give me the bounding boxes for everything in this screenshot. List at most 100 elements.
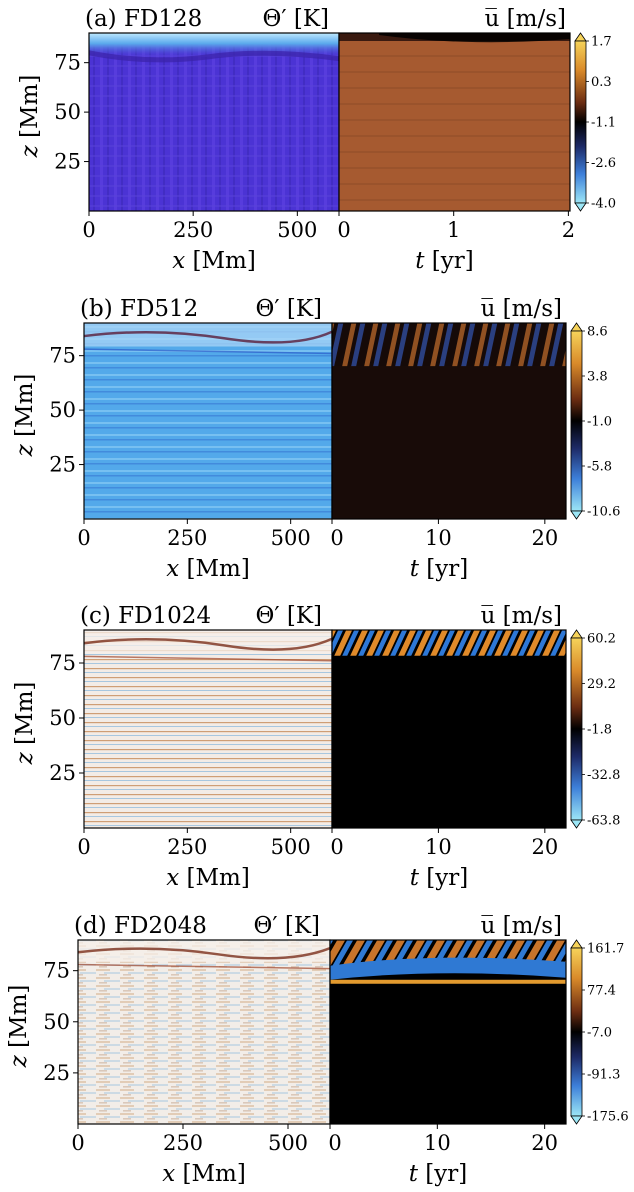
t-tick-label: 10 — [425, 835, 452, 859]
colorbar-bottom-arrow — [570, 819, 583, 829]
colorbar-tick-label: 1.7 — [591, 35, 612, 50]
z-tick-label: 50 — [54, 100, 81, 124]
z-axis-unit: [Mm] — [6, 985, 32, 1056]
colorbar-tick-label: -175.6 — [587, 1110, 629, 1125]
colorbar — [570, 947, 583, 1117]
ubar-axes-frame — [331, 322, 567, 520]
colorbar-top-arrow — [574, 32, 587, 42]
theta-wave — [83, 637, 333, 651]
colorbar-tick-label: -1.0 — [587, 415, 612, 430]
t-axis-unit: [yr] — [419, 865, 468, 891]
ubar-axes-frame — [331, 629, 567, 829]
x-tick-label: 0 — [77, 835, 90, 859]
x-axis-label: x [Mm] — [166, 865, 250, 891]
colorbar-tick-label: -1.8 — [587, 723, 612, 738]
z-axis-symbol: z — [12, 751, 38, 765]
x-axis-label: x [Mm] — [166, 556, 250, 582]
colorbar-tick-label: -32.8 — [587, 768, 620, 783]
theta-line — [77, 963, 331, 970]
z-tick-label: 50 — [49, 398, 76, 422]
z-axis-unit: [Mm] — [17, 75, 43, 146]
t-tick-label: 20 — [531, 835, 558, 859]
t-axis-unit: [yr] — [425, 248, 474, 274]
colorbar-tick-label: -10.6 — [587, 505, 620, 520]
t-tick-label: 10 — [424, 1131, 451, 1155]
z-axis-symbol: z — [12, 443, 38, 457]
x-axis-symbol: x — [166, 865, 179, 891]
theta-heatmap — [78, 940, 330, 1124]
z-axis-symbol: z — [17, 144, 43, 158]
theta-title: Θ′ [K] — [262, 6, 329, 32]
theta-heatmap — [84, 630, 332, 828]
theta-top-layer — [78, 940, 330, 963]
x-axis-label: x [Mm] — [172, 248, 256, 274]
theta-title: Θ′ [K] — [255, 603, 322, 629]
theta-line — [83, 655, 333, 662]
z-tick-label: 25 — [49, 453, 76, 477]
panel-2: (c) FD1024 Θ′ [K] u̅ [m/s] 25 50 75 0 250 500 0 10… — [12, 603, 620, 891]
colorbar-top-arrow — [570, 939, 583, 949]
theta-band — [88, 50, 340, 63]
ubar-band-orange — [330, 979, 566, 984]
panel-label: (b) FD512 — [80, 296, 198, 322]
panel-label: (a) FD128 — [85, 6, 202, 32]
x-axis-symbol: x — [172, 248, 185, 274]
x-axis-unit: [Mm] — [175, 1161, 246, 1187]
t-tick-label: 0 — [337, 218, 350, 242]
ubar-jets — [332, 323, 566, 367]
z-tick-label: 50 — [43, 1010, 70, 1034]
x-tick-label: 250 — [167, 835, 207, 859]
z-axis-label: z [Mm] — [12, 682, 38, 766]
ubar-heatmap — [332, 630, 566, 828]
t-tick-label: 20 — [531, 1131, 558, 1155]
colorbar — [570, 330, 583, 512]
z-axis-symbol: z — [6, 1054, 32, 1068]
ubar-jet — [379, 33, 570, 43]
colorbar-tick-label: 77.4 — [587, 984, 616, 999]
z-tick-label: 25 — [54, 150, 81, 174]
t-axis-label: t [yr] — [410, 556, 469, 582]
ubar-axes-frame — [329, 939, 567, 1125]
colorbar — [570, 637, 583, 821]
t-tick-label: 0 — [328, 1131, 341, 1155]
z-axis-unit: [Mm] — [12, 374, 38, 445]
theta-wave — [83, 330, 333, 344]
colorbar-bottom-arrow — [574, 202, 587, 212]
t-axis-symbol: t — [409, 1161, 419, 1187]
colorbar-tick-label: -4.0 — [591, 197, 616, 212]
z-tick-label: 75 — [43, 959, 70, 983]
ubar-jets — [332, 630, 566, 656]
x-tick-label: 500 — [271, 526, 311, 550]
x-tick-label: 250 — [167, 526, 207, 550]
theta-top-layer — [89, 33, 339, 211]
z-tick-label: 25 — [49, 761, 76, 785]
t-axis-unit: [yr] — [418, 1161, 467, 1187]
x-axis-symbol: x — [166, 556, 179, 582]
colorbar-tick-label: 3.8 — [587, 370, 608, 385]
colorbar-tick-label: 29.2 — [587, 677, 616, 692]
ubar-heatmap — [339, 33, 570, 211]
z-tick-label: 75 — [54, 51, 81, 75]
x-tick-label: 500 — [277, 218, 317, 242]
x-tick-label: 0 — [77, 526, 90, 550]
theta-line — [83, 348, 333, 355]
t-axis-label: t [yr] — [415, 248, 474, 274]
t-tick-label: 0 — [330, 835, 343, 859]
x-tick-label: 250 — [163, 1131, 203, 1155]
colorbar-tick-label: -5.8 — [587, 460, 612, 475]
x-axis-label: x [Mm] — [162, 1161, 246, 1187]
t-axis-symbol: t — [410, 865, 420, 891]
t-axis-symbol: t — [410, 556, 420, 582]
ubar-title: u̅ [m/s] — [485, 6, 566, 32]
panel-1: (b) FD512 Θ′ [K] u̅ [m/s] 25 50 75 0 250 500 0 10 2… — [12, 296, 620, 582]
x-axis-symbol: x — [162, 1161, 175, 1187]
panel-0: (a) FD128 Θ′ [K] u̅ [m/s] 25 50 75 0 250 500 0 1 2 x… — [17, 6, 616, 274]
z-tick-label: 25 — [43, 1061, 70, 1085]
ubar-title: u̅ [m/s] — [481, 296, 562, 322]
theta-title: Θ′ [K] — [255, 296, 322, 322]
t-axis-label: t [yr] — [410, 865, 469, 891]
colorbar-tick-label: -2.6 — [591, 156, 616, 171]
ubar-title: u̅ [m/s] — [481, 913, 562, 939]
panel-label: (d) FD2048 — [74, 913, 207, 939]
